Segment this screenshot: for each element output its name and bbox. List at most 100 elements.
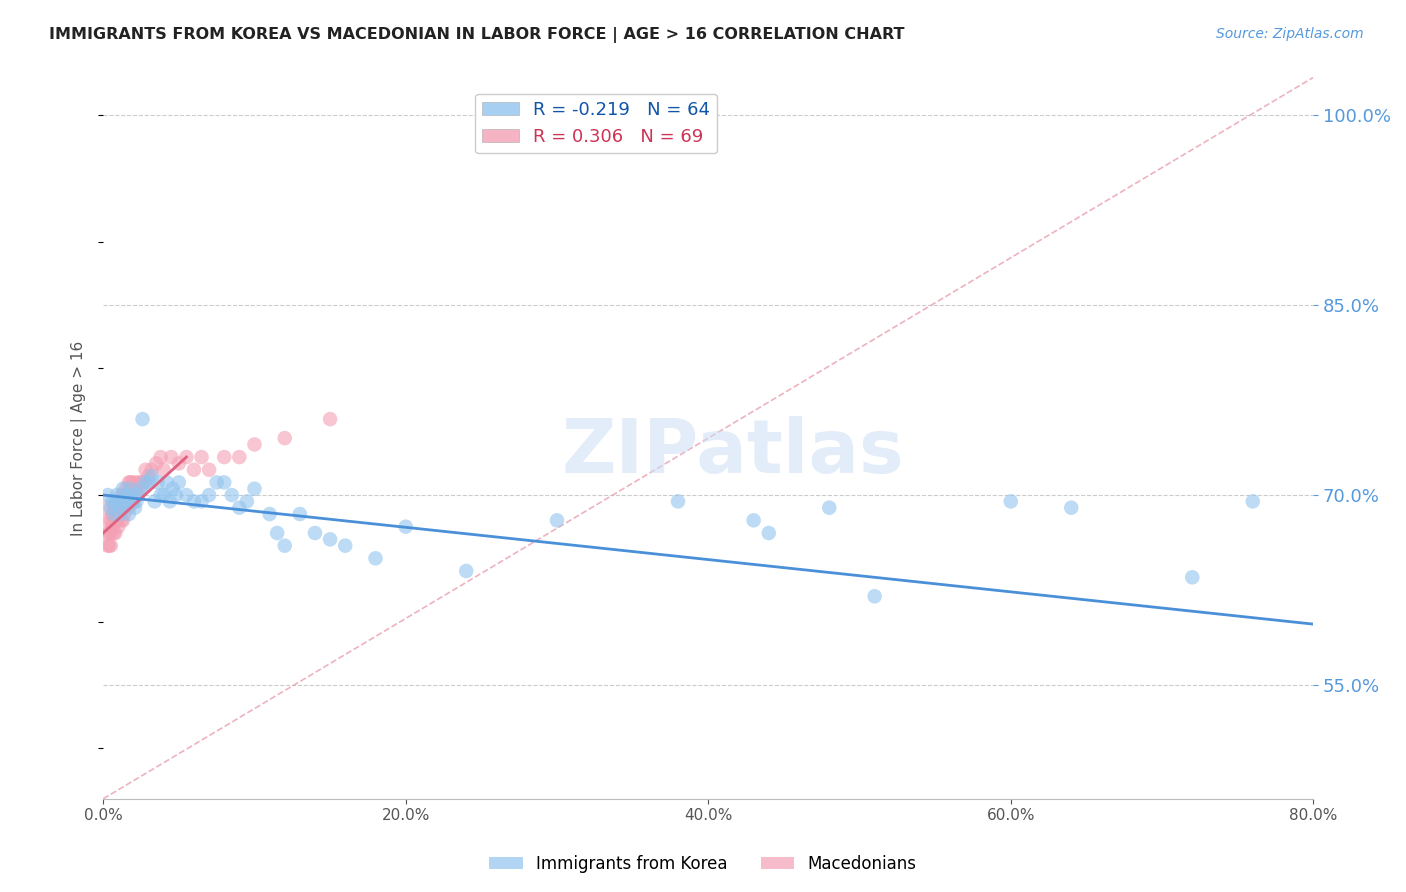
Macedonians [118, 475, 141, 490]
Immigrants from Korea [112, 500, 135, 515]
Immigrants from Korea [121, 488, 143, 502]
Macedonians [104, 526, 127, 541]
Immigrants from Korea [129, 482, 152, 496]
Immigrants from Korea [666, 494, 689, 508]
Macedonians [176, 450, 198, 464]
Macedonians [100, 526, 122, 541]
Macedonians [104, 500, 127, 515]
Immigrants from Korea [243, 482, 266, 496]
Macedonians [103, 500, 125, 515]
Macedonians [112, 507, 135, 521]
Immigrants from Korea [125, 494, 148, 508]
Macedonians [183, 463, 205, 477]
Immigrants from Korea [143, 494, 166, 508]
Macedonians [115, 482, 138, 496]
Macedonians [120, 475, 142, 490]
Macedonians [190, 450, 212, 464]
Macedonians [167, 457, 190, 471]
Macedonians [111, 500, 134, 515]
Immigrants from Korea [395, 519, 418, 533]
Immigrants from Korea [198, 488, 221, 502]
Macedonians [145, 457, 167, 471]
Immigrants from Korea [335, 539, 357, 553]
Macedonians [132, 475, 155, 490]
Immigrants from Korea [100, 500, 122, 515]
Immigrants from Korea [138, 475, 160, 490]
Macedonians [110, 513, 132, 527]
Immigrants from Korea [97, 488, 120, 502]
Macedonians [122, 494, 145, 508]
Y-axis label: In Labor Force | Age > 16: In Labor Force | Age > 16 [72, 341, 87, 536]
Macedonians [228, 450, 250, 464]
Immigrants from Korea [1000, 494, 1022, 508]
Macedonians [100, 513, 122, 527]
Macedonians [108, 494, 131, 508]
Text: ZIPatlas: ZIPatlas [561, 416, 904, 489]
Immigrants from Korea [124, 500, 146, 515]
Immigrants from Korea [135, 475, 157, 490]
Macedonians [129, 482, 152, 496]
Immigrants from Korea [122, 494, 145, 508]
Immigrants from Korea [162, 482, 184, 496]
Immigrants from Korea [165, 488, 187, 502]
Immigrants from Korea [190, 494, 212, 508]
Macedonians [101, 507, 124, 521]
Immigrants from Korea [167, 475, 190, 490]
Macedonians [117, 488, 139, 502]
Immigrants from Korea [183, 494, 205, 508]
Macedonians [122, 482, 145, 496]
Macedonians [107, 507, 129, 521]
Macedonians [97, 513, 120, 527]
Macedonians [117, 494, 139, 508]
Macedonians [141, 463, 163, 477]
Immigrants from Korea [546, 513, 568, 527]
Macedonians [212, 450, 235, 464]
Immigrants from Korea [110, 494, 132, 508]
Macedonians [96, 526, 118, 541]
Macedonians [105, 513, 128, 527]
Macedonians [127, 488, 149, 502]
Macedonians [319, 412, 342, 426]
Macedonians [274, 431, 297, 445]
Macedonians [112, 488, 135, 502]
Immigrants from Korea [101, 494, 124, 508]
Immigrants from Korea [1241, 494, 1264, 508]
Immigrants from Korea [259, 507, 281, 521]
Immigrants from Korea [105, 488, 128, 502]
Macedonians [125, 475, 148, 490]
Macedonians [115, 488, 138, 502]
Immigrants from Korea [118, 507, 141, 521]
Immigrants from Korea [103, 507, 125, 521]
Immigrants from Korea [221, 488, 243, 502]
Immigrants from Korea [274, 539, 297, 553]
Macedonians [243, 437, 266, 451]
Immigrants from Korea [364, 551, 387, 566]
Macedonians [110, 494, 132, 508]
Immigrants from Korea [111, 482, 134, 496]
Immigrants from Korea [742, 513, 765, 527]
Immigrants from Korea [115, 488, 138, 502]
Immigrants from Korea [228, 500, 250, 515]
Macedonians [101, 519, 124, 533]
Macedonians [131, 475, 153, 490]
Text: Source: ZipAtlas.com: Source: ZipAtlas.com [1216, 27, 1364, 41]
Immigrants from Korea [288, 507, 311, 521]
Macedonians [111, 513, 134, 527]
Macedonians [128, 475, 150, 490]
Macedonians [110, 488, 132, 502]
Immigrants from Korea [304, 526, 326, 541]
Macedonians [97, 539, 120, 553]
Immigrants from Korea [1181, 570, 1204, 584]
Immigrants from Korea [146, 475, 169, 490]
Macedonians [103, 526, 125, 541]
Legend: Immigrants from Korea, Macedonians: Immigrants from Korea, Macedonians [482, 848, 924, 880]
Immigrants from Korea [1060, 500, 1083, 515]
Immigrants from Korea [319, 533, 342, 547]
Macedonians [111, 488, 134, 502]
Immigrants from Korea [176, 488, 198, 502]
Macedonians [98, 539, 121, 553]
Macedonians [96, 500, 118, 515]
Text: IMMIGRANTS FROM KOREA VS MACEDONIAN IN LABOR FORCE | AGE > 16 CORRELATION CHART: IMMIGRANTS FROM KOREA VS MACEDONIAN IN L… [49, 27, 904, 43]
Macedonians [105, 494, 128, 508]
Macedonians [118, 500, 141, 515]
